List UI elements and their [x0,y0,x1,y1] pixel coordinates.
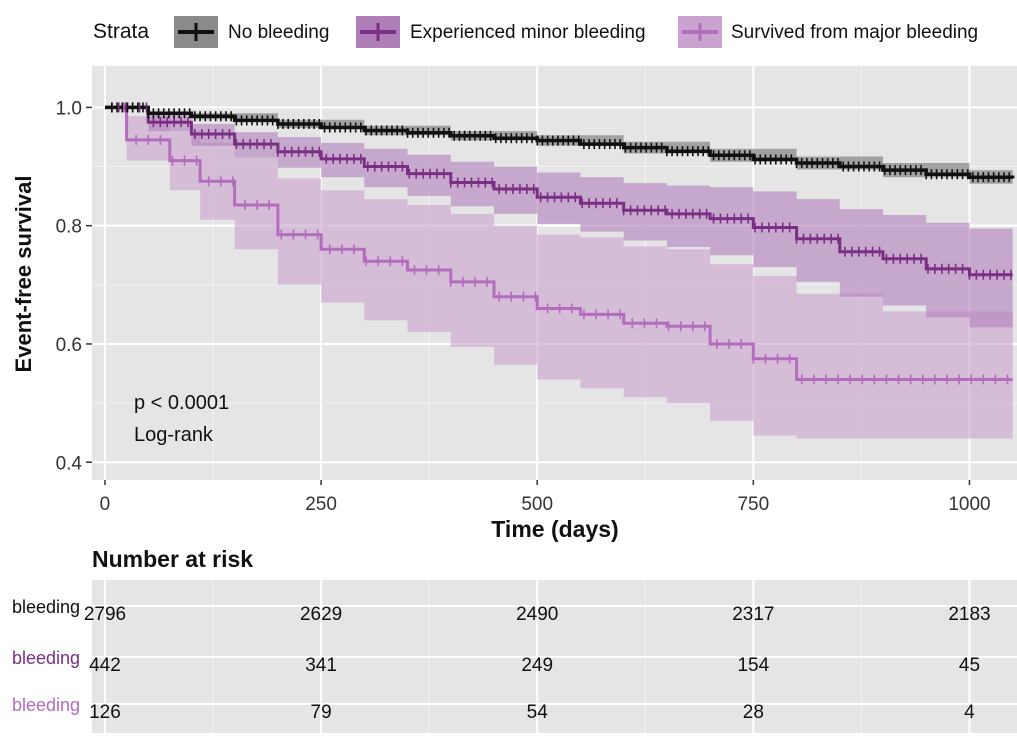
risk-cell: 249 [521,655,553,676]
legend-item-minor-bleeding: Experienced minor bleeding [356,16,646,48]
legend-item-no-bleeding: No bleeding [174,16,329,48]
legend-label-major-bleeding: Survived from major bleeding [731,22,978,43]
risk-cell: 4 [964,702,975,723]
y-axis: 0.4 0.6 0.8 1.0 [56,98,92,474]
risk-cell: 2317 [732,604,774,625]
band-1 [105,107,1013,328]
censor-marks [111,102,1012,385]
x-tick-label: 0 [100,494,111,515]
p-value-annotation: p < 0.0001 [134,392,229,414]
risk-cell: 45 [959,655,980,676]
risk-cell: 126 [89,702,121,723]
band-2 [105,107,1013,439]
legend-item-major-bleeding: Survived from major bleeding [678,16,978,48]
y-tick-label: 1.0 [56,98,82,119]
x-axis-title: Time (days) [491,516,618,542]
risk-cell: 28 [743,702,764,723]
risk-cell: 2183 [948,604,990,625]
y-tick-label: 0.8 [56,217,82,238]
x-tick-label: 500 [521,494,553,515]
x-tick-label: 250 [305,494,337,515]
risk-cell: 341 [305,655,337,676]
legend-label-no-bleeding: No bleeding [228,22,329,43]
x-tick-label: 750 [737,494,769,515]
y-tick-label: 0.6 [56,335,82,356]
risk-table-grid [92,580,1017,733]
risk-cell: 2629 [300,604,342,625]
legend-label-minor-bleeding: Experienced minor bleeding [410,22,646,43]
risk-cell: 79 [311,702,332,723]
test-annotation: Log-rank [134,424,214,446]
legend: Strata No bleeding Experienced minor ble… [93,16,978,48]
risk-cell: 154 [737,655,769,676]
risk-cell: 442 [89,655,121,676]
risk-row-label: bleeding [12,695,80,715]
risk-row-label: bleeding [12,597,80,617]
risk-cell: 2796 [84,604,126,625]
risk-cell: 54 [527,702,549,723]
risk-table-title: Number at risk [92,546,253,572]
risk-cell: 2490 [516,604,558,625]
x-tick-label: 1000 [948,494,990,515]
x-axis: 0 250 500 750 1000 [100,480,991,515]
legend-title: Strata [93,20,149,43]
y-axis-title: Event-free survival [11,176,36,373]
y-tick-label: 0.4 [56,453,83,474]
risk-row-label: bleeding [12,648,80,668]
